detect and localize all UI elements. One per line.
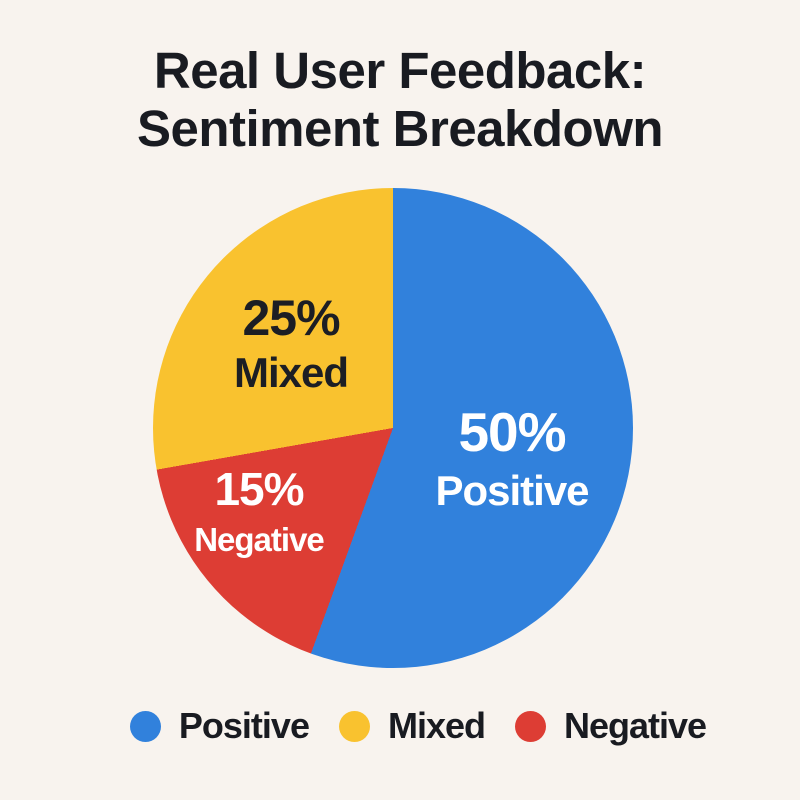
pie-slice-label-mixed: 25% Mixed xyxy=(233,290,349,396)
negative-legend-dot-icon xyxy=(515,710,546,742)
negative-percent-value: 15% xyxy=(214,463,304,515)
chart-title-line1: Real User Feedback: xyxy=(153,42,647,99)
chart-title: Real User Feedback: Sentiment Breakdown xyxy=(0,42,800,158)
pie-slice-label-positive: 50% Positive xyxy=(435,401,589,514)
legend-label-positive: Positive xyxy=(178,705,310,746)
pie-slice-label-negative: 15% Negative xyxy=(194,463,325,558)
legend-item-mixed: Mixed xyxy=(338,705,486,746)
positive-legend-dot-icon xyxy=(129,710,161,742)
mixed-percent-value: 25% xyxy=(242,290,340,346)
legend-label-mixed: Mixed xyxy=(387,705,486,746)
positive-percent-value: 50% xyxy=(458,401,566,463)
legend: Positive Mixed Negative xyxy=(18,708,800,744)
legend-item-positive: Positive xyxy=(129,705,310,746)
mixed-slice-name: Mixed xyxy=(233,349,349,396)
chart-title-line2: Sentiment Breakdown xyxy=(136,100,664,157)
legend-item-negative: Negative xyxy=(515,705,707,746)
legend-label-negative: Negative xyxy=(564,705,707,746)
mixed-legend-dot-icon xyxy=(338,710,370,742)
positive-slice-name: Positive xyxy=(435,467,589,514)
pie-chart xyxy=(153,188,633,668)
negative-slice-name: Negative xyxy=(194,521,325,558)
